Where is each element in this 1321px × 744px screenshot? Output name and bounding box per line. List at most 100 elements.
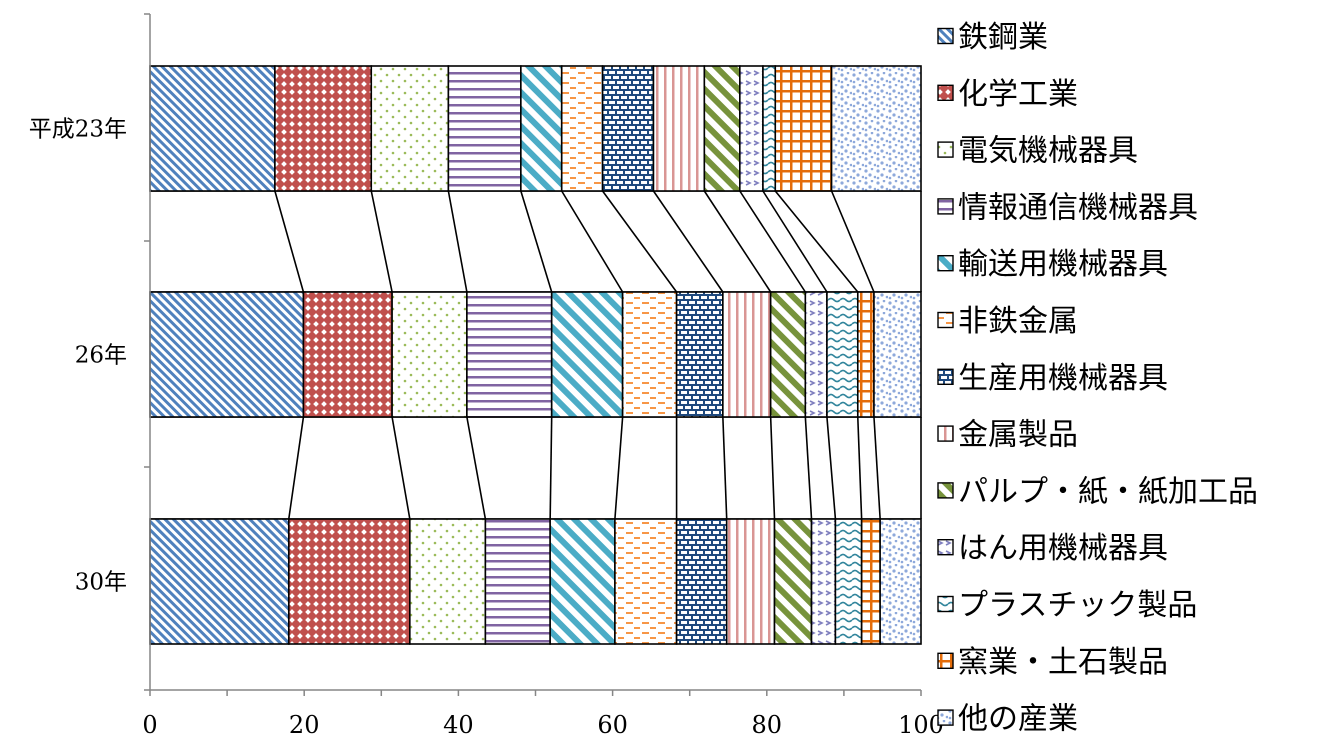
legend-label: はん用機械器具 — [958, 531, 1168, 566]
bar-segment — [409, 518, 487, 645]
bar-segment — [652, 65, 706, 192]
series-line — [466, 416, 487, 520]
series-line — [826, 416, 837, 520]
bar-segment — [856, 291, 875, 418]
legend-swatch — [937, 709, 954, 726]
bar-segment — [274, 65, 373, 192]
legend-label: 金属製品 — [958, 418, 1078, 453]
legend-label: 鉄鋼業 — [958, 20, 1048, 55]
bar-segment — [302, 291, 393, 418]
bar-segment — [773, 518, 813, 645]
legend-label: 輸送用機械器具 — [958, 247, 1168, 282]
bar-segment — [860, 518, 881, 645]
legend-swatch — [937, 482, 954, 499]
legend-label: 非鉄金属 — [958, 304, 1078, 339]
series-line — [774, 190, 859, 293]
legend-swatch — [937, 141, 954, 158]
bar-segment — [391, 291, 468, 418]
series-line — [447, 190, 468, 293]
series-line — [652, 190, 724, 293]
bar-segment — [762, 65, 777, 192]
x-tick-label: 40 — [443, 711, 474, 739]
bar-segment — [370, 65, 450, 192]
legend-label: 窯業・土石製品 — [958, 645, 1168, 680]
bar-segment — [601, 65, 655, 192]
legend-item: プラスチック製品 — [937, 588, 1197, 623]
series-line — [287, 416, 305, 520]
series-line — [703, 190, 772, 293]
legend-item: 輸送用機械器具 — [937, 247, 1168, 282]
category-label: 26年 — [75, 343, 127, 369]
bar-segment — [879, 518, 922, 645]
series-line — [549, 416, 553, 520]
legend-item: 情報通信機械器具 — [937, 190, 1198, 225]
series-line — [274, 190, 305, 293]
series-line — [370, 190, 393, 293]
legend-swatch — [937, 254, 954, 272]
x-tick-label: 60 — [597, 711, 628, 739]
bar-segment — [722, 291, 772, 418]
legend-swatch — [937, 27, 954, 45]
bar-segment — [149, 518, 290, 645]
bar-segment — [774, 65, 833, 192]
legend: 鉄鋼業化学工業電気機械器具情報通信機械器具輸送用機械器具非鉄金属生産用機械器具金… — [937, 20, 1258, 737]
series-line — [520, 190, 553, 293]
series-line — [856, 416, 863, 520]
series-line — [561, 190, 624, 293]
legend-item: 電気機械器具 — [937, 134, 1138, 169]
legend-label: パルプ・紙・紙加工品 — [958, 474, 1258, 509]
legend-label: 電気機械器具 — [958, 134, 1138, 169]
legend-item: 非鉄金属 — [937, 304, 1078, 339]
series-line — [722, 416, 728, 520]
legend-label: 生産用機械器具 — [958, 361, 1168, 396]
category-label: 平成23年 — [29, 117, 127, 143]
bar-segment — [287, 518, 411, 645]
legend-swatch — [937, 425, 954, 442]
legend-label: プラスチック製品 — [958, 588, 1197, 623]
bar-segment — [739, 65, 764, 192]
bar-segment — [675, 518, 728, 645]
bar-segment — [810, 518, 837, 645]
legend-item: 他の産業 — [937, 702, 1078, 737]
legend-item: 金属製品 — [937, 418, 1078, 453]
series-line — [601, 190, 678, 293]
series-line — [739, 190, 807, 293]
legend-item: 鉄鋼業 — [937, 20, 1048, 55]
legend-item: 化学工業 — [937, 77, 1078, 112]
legend-swatch — [937, 539, 954, 556]
bar-segment — [484, 518, 551, 645]
x-tick-labels: 0 20 40 60 80 100 — [142, 711, 944, 739]
bar-segment — [703, 65, 741, 192]
legend-label: 化学工業 — [958, 77, 1078, 112]
axes — [144, 13, 922, 696]
bar-segment — [549, 518, 616, 645]
legend-label: 情報通信機械器具 — [958, 190, 1198, 225]
legend-swatch — [937, 311, 954, 329]
category-label: 30年 — [75, 570, 127, 596]
legend-item: はん用機械器具 — [937, 531, 1168, 566]
bar-segment — [466, 291, 553, 418]
category-labels: 平成23年 26年 30年 — [29, 117, 127, 596]
legend-swatch — [937, 84, 954, 102]
bar-segment — [621, 291, 678, 418]
bar-segment — [804, 291, 828, 418]
x-tick-label: 0 — [142, 711, 157, 739]
bar-segment — [675, 291, 724, 418]
series-line — [391, 416, 411, 520]
series-line — [762, 190, 828, 293]
x-tick-label: 20 — [289, 711, 320, 739]
bar-segment — [447, 65, 522, 192]
bar-segments — [149, 65, 922, 645]
bar-segment — [149, 65, 276, 192]
legend-swatch — [937, 652, 954, 669]
legend-item: パルプ・紙・紙加工品 — [937, 474, 1258, 509]
bar-segment — [873, 291, 922, 418]
series-line — [804, 416, 813, 520]
bar-segment — [560, 65, 604, 192]
x-tick-label: 100 — [898, 711, 944, 739]
x-tick-label: 80 — [752, 711, 783, 739]
bar-segment — [520, 65, 563, 192]
legend-item: 窯業・土石製品 — [937, 645, 1168, 680]
series-line — [769, 416, 776, 520]
